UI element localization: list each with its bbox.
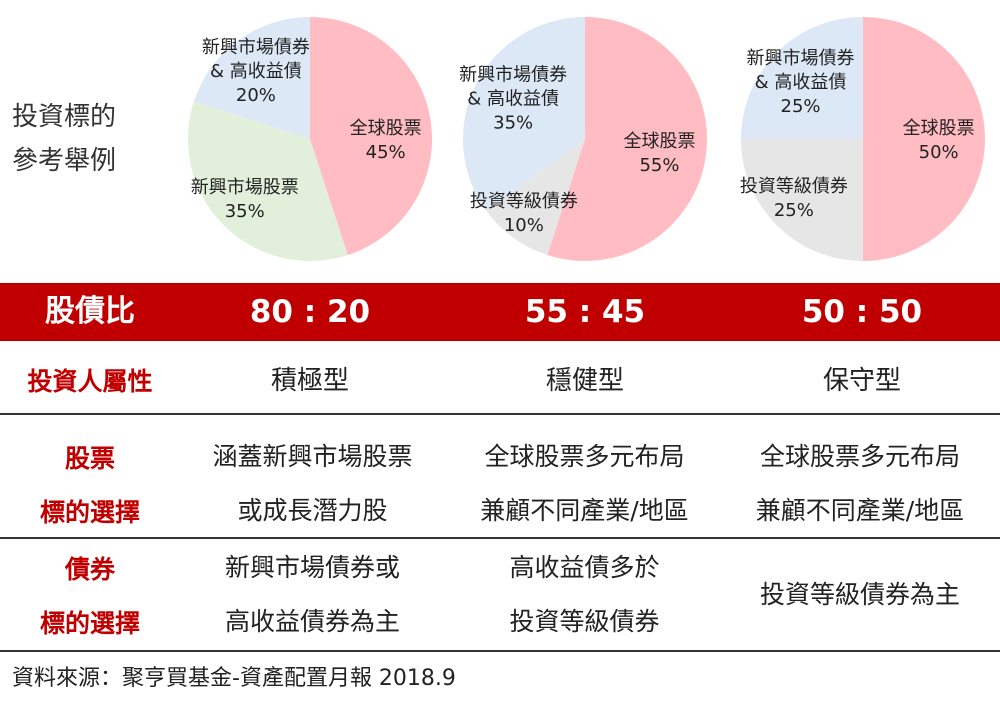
pie-chart-55-45: 全球股票 55% 投資等級債券 10% 新興市場債券 & 高收益債 35% [440,12,730,267]
pie-3-slice-3-percent-label: 25% [781,96,821,117]
pie-1-slice-3-name-label-1: 新興市場債券 [202,37,310,58]
pie-2-slice-1 [547,17,707,261]
pie-1-slice-1-percent-label: 45% [366,142,406,163]
equity-choice-header-line-2: 標的選擇 [39,498,140,527]
pie-3-slice-2-percent-label: 25% [774,200,814,221]
band-label: 股債比 [45,294,135,329]
row-divider-2 [0,537,1000,539]
pie-1-slice-1-name-label-1: 全球股票 [350,118,422,139]
equity-choice-balanced-line-2: 兼顧不同產業/地區 [480,496,689,525]
pie-1-slice-3-name-label-2: & 高收益債 [210,61,302,82]
bond-choice-aggressive-line-1: 新興市場債券或 [224,553,400,582]
pie-3-slice-1-percent-label: 50% [919,142,959,163]
equity-choice-aggressive-line-2: 或成長潛力股 [237,496,388,525]
bond-choice-header: 債券 標的選擇 [10,543,170,651]
pie-1-slice-3 [193,17,310,139]
pie-1-slice-1 [310,17,432,256]
equity-choice-balanced: 全球股票多元布局 兼顧不同產業/地區 [447,430,722,538]
investor-type-aggressive: 積極型 [270,366,349,396]
bond-choice-aggressive-line-2: 高收益債券為主 [224,607,400,636]
stock-bond-ratio-band: 股債比 80 : 20 55 : 45 50 : 50 [0,283,1000,341]
pie-svg-2: 全球股票 55% 投資等級債券 10% 新興市場債券 & 高收益債 35% [459,17,707,261]
ratio-conservative: 50 : 50 [801,294,923,330]
pie-3-slice-1-name-label-1: 全球股票 [903,118,975,139]
bond-choice-header-line-2: 標的選擇 [39,609,140,638]
pie-1-slice-2-percent-label: 35% [225,201,265,222]
equity-choice-balanced-line-1: 全球股票多元布局 [484,442,685,471]
pie-svg-3: 全球股票 50% 投資等級債券 25% 新興市場債券 & 高收益債 25% [740,17,985,261]
pie-2-slice-2-name-label-1: 投資等級債券 [470,191,578,212]
pie-2-slice-1-percent-label: 55% [639,155,679,176]
equity-choice-header: 股票 標的選擇 [10,432,170,540]
pie-2-slice-3 [463,17,585,211]
side-label: 投資標的 參考舉例 [12,95,152,183]
pie-2-slice-2 [486,139,585,256]
side-label-line-2: 參考舉例 [12,146,117,176]
pie-chart-50-50: 全球股票 50% 投資等級債券 25% 新興市場債券 & 高收益債 25% [718,12,1000,267]
equity-choice-header-line-1: 股票 [64,444,115,473]
source-note: 資料來源：聚亨買基金-資產配置月報 2018.9 [12,666,456,691]
pie-1-slice-3-percent-label: 20% [236,85,276,106]
bond-choice-balanced-line-2: 投資等級債券 [509,607,660,636]
investor-type-header: 投資人屬性 [27,367,153,396]
investor-type-balanced: 穩健型 [545,366,624,396]
pie-3-slice-3 [741,17,863,139]
equity-choice-conservative: 全球股票多元布局 兼顧不同產業/地區 [722,430,998,538]
row-divider-1 [0,413,1000,415]
bond-choice-header-line-1: 債券 [64,555,115,584]
equity-choice-conservative-line-2: 兼顧不同產業/地區 [755,496,965,525]
pie-3-slice-1 [863,17,985,261]
pie-1-slice-2-name-label-1: 新興市場股票 [191,177,299,198]
pie-3-slice-2 [741,139,863,261]
bond-choice-balanced-line-1: 高收益債多於 [509,553,660,582]
investor-type-conservative: 保守型 [822,366,901,396]
ratio-balanced: 55 : 45 [524,294,646,330]
equity-choice-aggressive-line-1: 涵蓋新興市場股票 [212,442,413,471]
equity-choice-conservative-line-1: 全球股票多元布局 [759,442,960,471]
bond-choice-balanced: 高收益債多於 投資等級債券 [447,541,722,649]
side-label-line-1: 投資標的 [12,102,117,132]
row-divider-3 [0,650,1000,652]
pie-2-slice-2-percent-label: 10% [504,215,544,236]
ratio-aggressive: 80 : 20 [249,294,371,330]
pie-3-slice-3-name-label-2: & 高收益債 [755,72,847,93]
pie-2-slice-3-name-label-2: & 高收益債 [467,89,559,110]
pie-3-slice-2-name-label-1: 投資等級債券 [740,176,848,197]
pie-svg-1: 全球股票 45% 新興市場股票 35% 新興市場債券 & 高收益債 20% [188,17,432,261]
bond-choice-aggressive: 新興市場債券或 高收益債券為主 [180,541,445,649]
bond-choice-conservative: 投資等級債券為主 [759,580,960,609]
pie-2-slice-1-name-label-1: 全球股票 [623,131,695,152]
pie-chart-80-20: 全球股票 45% 新興市場股票 35% 新興市場債券 & 高收益債 20% [165,12,455,267]
pie-2-slice-3-name-label-1: 新興市場債券 [459,65,567,86]
pie-1-slice-2 [188,101,348,261]
pie-2-slice-3-percent-label: 35% [493,113,533,134]
pie-3-slice-3-name-label-1: 新興市場債券 [747,48,855,69]
equity-choice-aggressive: 涵蓋新興市場股票 或成長潛力股 [180,430,445,538]
